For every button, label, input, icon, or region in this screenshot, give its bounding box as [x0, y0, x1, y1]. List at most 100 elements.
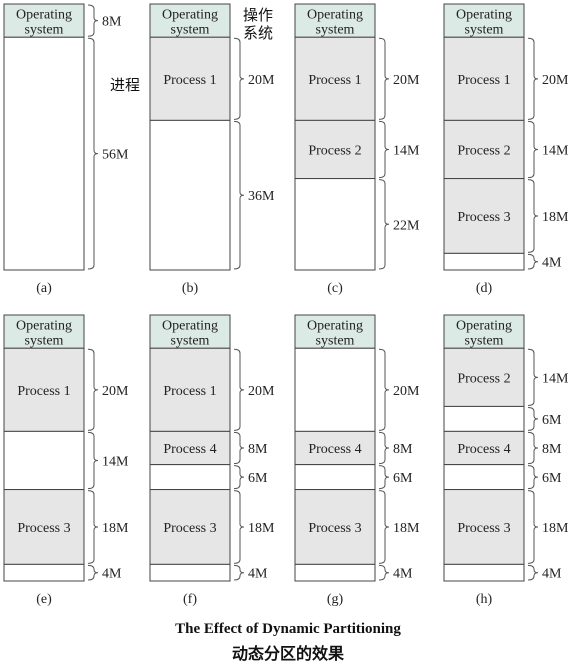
figure-caption-chinese: 动态分区的效果 [231, 644, 344, 663]
panel-g-label: (g) [327, 592, 344, 607]
panel-c-size-label-2: 14M [393, 143, 420, 158]
panel-e-process-label-3: Process 3 [17, 521, 70, 536]
panel-d-size-label-3: 18M [542, 210, 569, 225]
panel-f-os-block-0 [149, 314, 231, 349]
panel-d-brace-1 [527, 37, 539, 120]
panel-c-brace-3 [378, 179, 390, 270]
panel-d-os-label-line2: system [465, 23, 504, 38]
panel-g-process-block-4 [294, 489, 376, 565]
panel-e-process-block-1 [3, 347, 85, 432]
annotation-os-zh-line2: 系统 [243, 24, 273, 42]
panel-f-size-label-4: 18M [248, 521, 275, 536]
panel-f-process-label-2: Process 4 [163, 442, 216, 457]
panel-c-process-block-2 [294, 119, 376, 180]
panel-e-process-label-1: Process 1 [17, 384, 70, 399]
panel-g-size-label-5: 4M [393, 567, 413, 582]
panel-c-os-block-0 [294, 3, 376, 38]
panel-e-size-label-4: 4M [102, 567, 122, 582]
panel-f-brace-4 [233, 490, 245, 564]
annotation-process-zh: 进程 [110, 76, 140, 94]
panel-f-process-block-1 [149, 347, 231, 432]
panel-b-size-label-1: 20M [248, 73, 275, 88]
panel-g-free-block-5 [294, 563, 376, 582]
panel-g-brace-3 [378, 465, 390, 490]
panel-g-brace-5 [378, 564, 390, 581]
panel-h-size-label-5: 18M [542, 521, 569, 536]
panel-f-label: (f) [183, 592, 197, 607]
panel-g-free-block-1 [294, 347, 376, 432]
panel-g-os-label-line1: Operating [307, 319, 363, 334]
panel-g-os-label-line2: system [316, 334, 355, 349]
panel-e-size-label-2: 14M [102, 454, 129, 469]
panel-d-process-block-3 [443, 178, 525, 254]
panel-g-size-label-1: 20M [393, 384, 420, 399]
panel-g-size-label-4: 18M [393, 521, 420, 536]
panel-h-size-label-2: 6M [542, 413, 562, 428]
panel-c-size-label-3: 22M [393, 218, 420, 233]
panel-h-process-block-3 [443, 430, 525, 466]
panel-h-brace-3 [527, 431, 539, 465]
panel-b-os-label-line2: system [171, 23, 210, 38]
panel-a-os-label-line1: Operating [16, 8, 72, 23]
panel-d-size-label-4: 4M [542, 256, 562, 271]
panel-b-free-block-2 [149, 119, 231, 271]
panel-a-os-block-0 [3, 3, 85, 38]
panel-a-label: (a) [36, 281, 52, 296]
panel-h-label: (h) [476, 592, 493, 607]
panel-f-process-block-2 [149, 430, 231, 466]
panel-h-process-block-5 [443, 489, 525, 565]
panel-f-size-label-2: 8M [248, 442, 268, 457]
panel-b-os-label-line1: Operating [162, 8, 218, 23]
panel-d-brace-4 [527, 253, 539, 270]
panel-h-brace-1 [527, 348, 539, 406]
panel-f-os-label-line1: Operating [162, 319, 218, 334]
panel-g-os-block-0 [294, 314, 376, 349]
panel-c-process-label-1: Process 1 [308, 73, 361, 88]
panel-h-process-label-5: Process 3 [457, 521, 510, 536]
panel-e-brace-4 [87, 564, 99, 581]
panel-f-os-label-line2: system [171, 334, 210, 349]
panel-a-free-block-1 [3, 36, 85, 271]
panel-c-brace-2 [378, 120, 390, 179]
panel-c-process-label-2: Process 2 [308, 143, 361, 158]
panel-e-size-label-3: 18M [102, 521, 129, 536]
panel-c-os-label-line2: system [316, 23, 355, 38]
panel-h-process-block-1 [443, 347, 525, 407]
panel-b-process-label-1: Process 1 [163, 73, 216, 88]
panel-e-free-block-2 [3, 430, 85, 491]
panel-f-process-label-1: Process 1 [163, 384, 216, 399]
panel-d-process-label-1: Process 1 [457, 73, 510, 88]
panel-g-brace-1 [378, 348, 390, 431]
panel-d-label: (d) [476, 281, 493, 296]
annotation-os-zh-line1: 操作 [243, 6, 273, 24]
panel-h-os-label-line2: system [465, 334, 504, 349]
panel-f-free-block-3 [149, 464, 231, 491]
panel-h-brace-4 [527, 465, 539, 490]
panel-e-brace-1 [87, 348, 99, 431]
panel-h-size-label-4: 6M [542, 471, 562, 486]
panel-a-brace-1 [87, 37, 99, 270]
panel-b-label: (b) [182, 281, 199, 296]
panel-h-brace-2 [527, 406, 539, 431]
panel-e-os-label-line1: Operating [16, 319, 72, 334]
panel-f-size-label-1: 20M [248, 384, 275, 399]
figure-caption-english: The Effect of Dynamic Partitioning [175, 621, 401, 637]
panel-g-brace-2 [378, 431, 390, 465]
panel-f-size-label-5: 4M [248, 567, 268, 582]
panel-h-brace-6 [527, 564, 539, 581]
panel-h-process-label-3: Process 4 [457, 442, 510, 457]
panel-d-process-label-3: Process 3 [457, 210, 510, 225]
panel-d-brace-2 [527, 120, 539, 179]
panel-h-os-label-line1: Operating [456, 319, 512, 334]
panel-f-free-block-5 [149, 563, 231, 582]
panel-h-free-block-6 [443, 563, 525, 582]
panel-g-process-label-4: Process 3 [308, 521, 361, 536]
panel-e-size-label-1: 20M [102, 384, 129, 399]
panel-d-free-block-4 [443, 252, 525, 271]
panel-h-os-block-0 [443, 314, 525, 349]
panel-c-free-block-3 [294, 178, 376, 271]
panel-f-brace-3 [233, 465, 245, 490]
panel-e-label: (e) [36, 592, 52, 607]
panel-c-brace-1 [378, 37, 390, 120]
